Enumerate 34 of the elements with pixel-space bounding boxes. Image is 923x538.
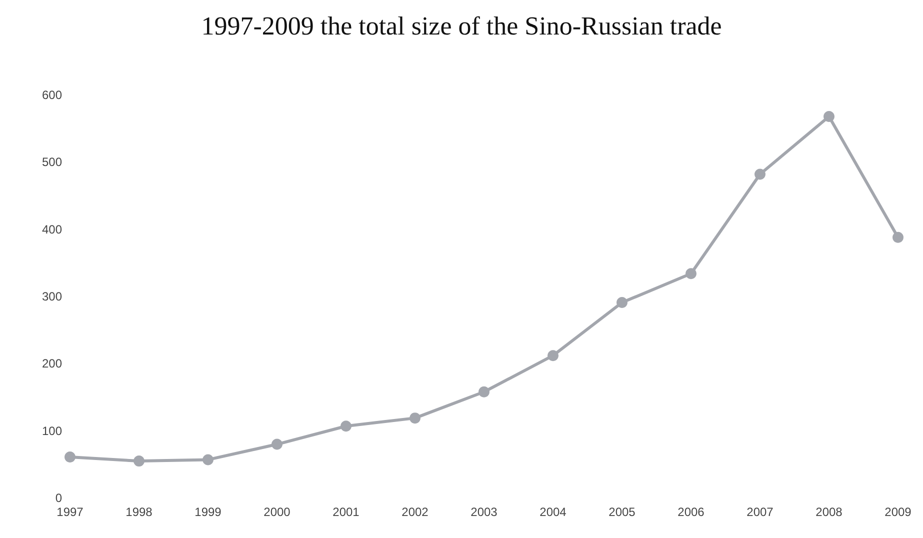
point [64, 452, 76, 463]
point [478, 386, 490, 398]
y-tick-label: 400 [42, 222, 62, 236]
x-tick-label: 1998 [126, 505, 153, 519]
x-tick-label: 2003 [470, 505, 498, 519]
x-tick-label: 2007 [746, 505, 774, 519]
x-tick-label: 2004 [540, 505, 567, 519]
x-tick-label: 2000 [264, 505, 291, 519]
y-tick-label: 300 [42, 290, 62, 304]
point [340, 420, 352, 432]
point [754, 168, 766, 180]
x-tick-label: 2005 [608, 505, 636, 519]
x-tick-label: 2002 [402, 505, 429, 519]
y-tick-label: 0 [55, 491, 62, 505]
x-tick-label: 1999 [194, 505, 222, 519]
x-tick-label: 2009 [884, 505, 912, 519]
x-tick-label: 1997 [56, 505, 84, 519]
point [202, 454, 214, 466]
point [548, 350, 558, 362]
y-tick-label: 600 [42, 88, 62, 102]
point [134, 456, 144, 467]
point [616, 297, 628, 308]
x-tick-label: 2006 [678, 505, 705, 519]
y-tick-label: 200 [42, 356, 62, 371]
y-tick-label: 500 [42, 155, 62, 170]
x-tick-label: 2001 [332, 505, 360, 519]
point [410, 412, 420, 424]
y-tick-label: 100 [42, 424, 62, 438]
point [892, 232, 904, 243]
chart-title: 1997-2009 the total size of the Sino-Russian trade [201, 12, 722, 40]
point [272, 438, 282, 450]
point [824, 110, 834, 122]
x-tick-label: 2008 [816, 505, 843, 519]
point [686, 268, 696, 280]
